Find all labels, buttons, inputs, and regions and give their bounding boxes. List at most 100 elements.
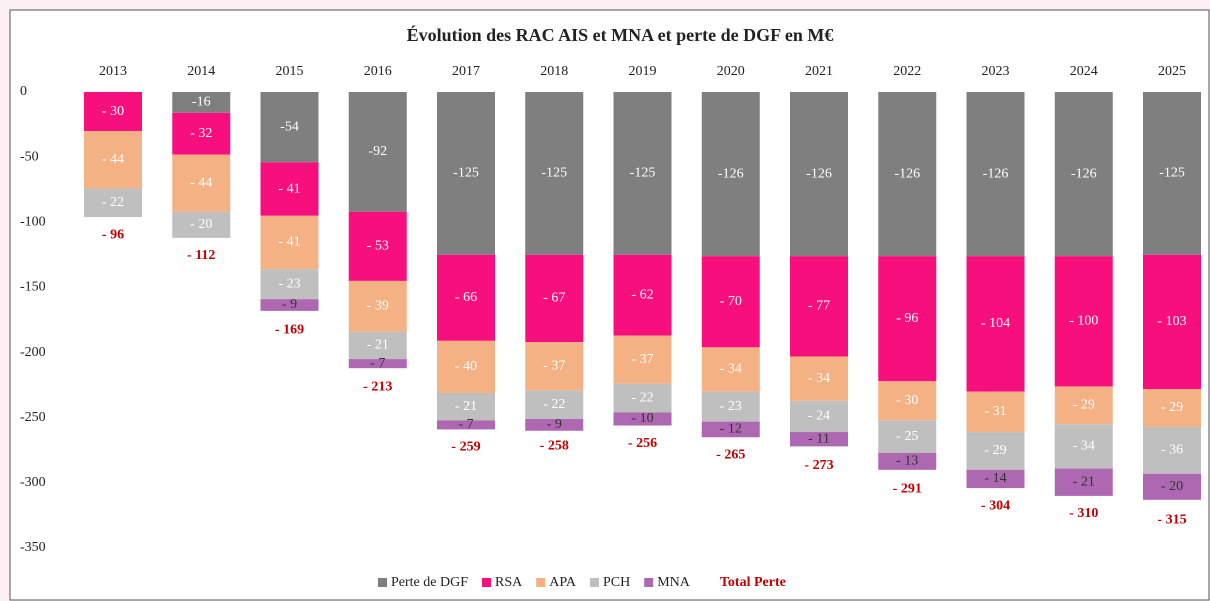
bar-segment xyxy=(437,254,495,341)
x-tick-label: 2016 xyxy=(364,64,392,79)
bar-segment xyxy=(260,215,319,270)
data-label: - 7 xyxy=(458,417,473,432)
bar-segment xyxy=(1054,92,1113,257)
data-label: - 70 xyxy=(720,294,742,309)
legend-label: Total Perte xyxy=(720,575,786,590)
data-label: - 37 xyxy=(631,352,653,367)
data-label: - 13 xyxy=(896,454,918,469)
total-label: - 213 xyxy=(363,380,392,395)
data-label: - 25 xyxy=(896,429,918,444)
chart-title: Évolution des RAC AIS et MNA et perte de… xyxy=(407,24,834,45)
data-label: - 29 xyxy=(984,443,1006,458)
x-tick-label: 2022 xyxy=(893,64,921,79)
bar-segment xyxy=(84,188,142,218)
data-label: -125 xyxy=(1159,166,1185,181)
data-label: - 34 xyxy=(720,362,742,377)
bar-segment xyxy=(613,383,672,413)
data-label: - 29 xyxy=(1161,400,1183,415)
bar-segment xyxy=(878,381,937,421)
y-tick-label: -100 xyxy=(20,215,46,230)
bar-segment xyxy=(790,400,848,433)
data-label: - 20 xyxy=(190,217,212,232)
bar-segment xyxy=(437,340,495,393)
legend-label: PCH xyxy=(603,575,630,590)
data-label: - 44 xyxy=(102,152,124,167)
legend-label: APA xyxy=(549,575,577,590)
bar-segment xyxy=(84,131,142,189)
bar-segment xyxy=(1143,92,1201,255)
bar-segment xyxy=(348,211,407,281)
bar-segment xyxy=(966,92,1025,257)
data-label: - 21 xyxy=(367,338,389,353)
bar-segment xyxy=(437,420,495,430)
total-label: - 265 xyxy=(716,447,745,462)
bar-segment xyxy=(172,154,231,212)
bar-segment xyxy=(525,342,584,391)
bar-segment xyxy=(348,331,407,360)
x-tick-label: 2014 xyxy=(187,64,215,79)
bar-segment xyxy=(1143,473,1201,500)
data-label: - 12 xyxy=(720,422,742,437)
x-tick-label: 2017 xyxy=(452,64,480,79)
total-label: - 169 xyxy=(275,322,304,337)
bar-segment xyxy=(84,92,142,132)
x-tick-label: 2020 xyxy=(717,64,745,79)
data-label: - 9 xyxy=(547,417,562,432)
bar-segment xyxy=(790,92,848,257)
data-label: -126 xyxy=(1071,166,1097,181)
y-tick-label: -300 xyxy=(20,475,46,490)
data-label: - 21 xyxy=(1073,474,1095,489)
x-tick-label: 2023 xyxy=(982,64,1010,79)
bar-segment xyxy=(525,254,584,343)
data-label: - 23 xyxy=(720,399,742,414)
data-label: - 22 xyxy=(631,390,653,405)
bar-segment xyxy=(172,92,231,113)
bar-segment xyxy=(1054,468,1113,496)
total-label: - 259 xyxy=(451,440,480,455)
data-label: - 34 xyxy=(1073,439,1095,454)
bar-segment xyxy=(613,412,672,426)
data-label: - 10 xyxy=(631,411,653,426)
total-label: - 256 xyxy=(628,436,657,451)
x-tick-label: 2018 xyxy=(540,64,568,79)
data-label: - 66 xyxy=(455,290,477,305)
bar-segment xyxy=(966,432,1025,470)
data-label: - 39 xyxy=(367,299,389,314)
data-label: - 21 xyxy=(455,399,477,414)
bar-segment xyxy=(878,420,937,453)
bar-segment xyxy=(1054,424,1113,469)
data-label: - 30 xyxy=(102,104,124,119)
data-label: -125 xyxy=(630,166,656,181)
data-label: - 104 xyxy=(981,316,1010,331)
data-label: -126 xyxy=(983,166,1009,181)
x-tick-label: 2024 xyxy=(1070,64,1098,79)
total-label: - 304 xyxy=(981,498,1010,513)
data-label: - 30 xyxy=(896,393,918,408)
legend-swatch xyxy=(536,578,546,587)
data-label: -126 xyxy=(894,166,920,181)
bar-segment xyxy=(701,347,760,392)
bar-segment xyxy=(172,211,231,238)
bar-segment xyxy=(172,112,231,155)
data-label: - 67 xyxy=(543,291,565,306)
bar-segment xyxy=(701,92,760,257)
data-label: - 96 xyxy=(896,311,918,326)
data-label: - 103 xyxy=(1157,314,1186,329)
y-tick-label: -50 xyxy=(20,149,39,164)
data-label: - 11 xyxy=(808,431,830,446)
legend-swatch xyxy=(378,578,387,587)
bar-segment xyxy=(348,359,407,369)
data-label: -125 xyxy=(453,166,479,181)
data-label: -54 xyxy=(280,119,299,134)
bar-segment xyxy=(348,280,407,332)
bar-segment xyxy=(966,391,1025,433)
data-label: -126 xyxy=(718,166,744,181)
bar-segment xyxy=(1143,389,1201,427)
data-label: - 31 xyxy=(984,404,1006,419)
bar-segment xyxy=(525,92,584,255)
total-label: - 310 xyxy=(1069,506,1098,521)
bar-segment xyxy=(878,452,937,470)
bar-segment xyxy=(613,335,672,384)
